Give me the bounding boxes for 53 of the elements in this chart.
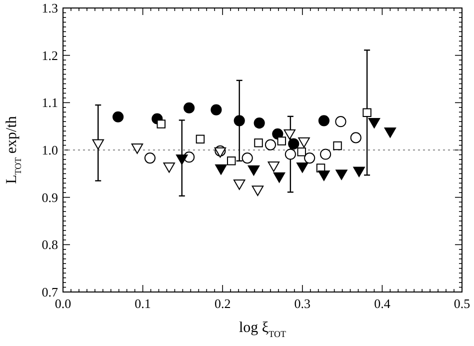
x-tick-label: 0.3	[294, 296, 311, 311]
x-tick-label: 0.1	[134, 296, 151, 311]
point	[350, 132, 362, 144]
point	[234, 115, 245, 126]
point	[298, 137, 310, 148]
point	[156, 120, 166, 128]
point	[144, 152, 156, 164]
point	[288, 138, 300, 150]
y-tick-label: 1.2	[42, 48, 58, 63]
point	[296, 162, 308, 173]
point	[284, 148, 296, 160]
point	[163, 162, 176, 173]
point	[336, 170, 348, 180]
point	[215, 164, 227, 175]
point	[277, 136, 286, 146]
point	[92, 139, 104, 150]
point	[184, 102, 195, 114]
point	[233, 180, 246, 190]
point	[248, 165, 260, 176]
point	[254, 117, 265, 129]
point	[333, 141, 342, 150]
point	[272, 128, 284, 140]
point	[318, 115, 330, 126]
point	[264, 139, 276, 150]
point	[273, 172, 286, 183]
point	[320, 148, 332, 160]
point	[252, 186, 264, 196]
point	[112, 111, 124, 122]
y-tick-label: 1.1	[42, 95, 58, 110]
point	[318, 170, 330, 181]
x-axis-title: log ξ$_{TOT}$	[239, 320, 286, 340]
point	[297, 148, 306, 156]
x-tick-label: 0.4	[374, 296, 391, 311]
point	[254, 138, 263, 148]
point	[196, 134, 205, 144]
point	[210, 104, 222, 116]
point	[384, 127, 396, 138]
point	[284, 129, 296, 140]
y-tick-label: 0.8	[42, 237, 58, 252]
point	[353, 166, 365, 178]
point	[335, 116, 346, 128]
y-tick-label: 1.0	[42, 142, 58, 158]
x-tick-label: 0.2	[214, 296, 231, 311]
point	[268, 162, 280, 172]
point	[242, 152, 253, 164]
point	[131, 144, 144, 154]
x-tick-label: 0.5	[454, 296, 470, 311]
point	[176, 154, 188, 165]
point	[362, 108, 372, 117]
y-tick-label: 1.3	[42, 0, 58, 16]
point	[304, 152, 316, 164]
point	[227, 156, 236, 166]
y-tick-label: 0.9	[42, 190, 58, 205]
